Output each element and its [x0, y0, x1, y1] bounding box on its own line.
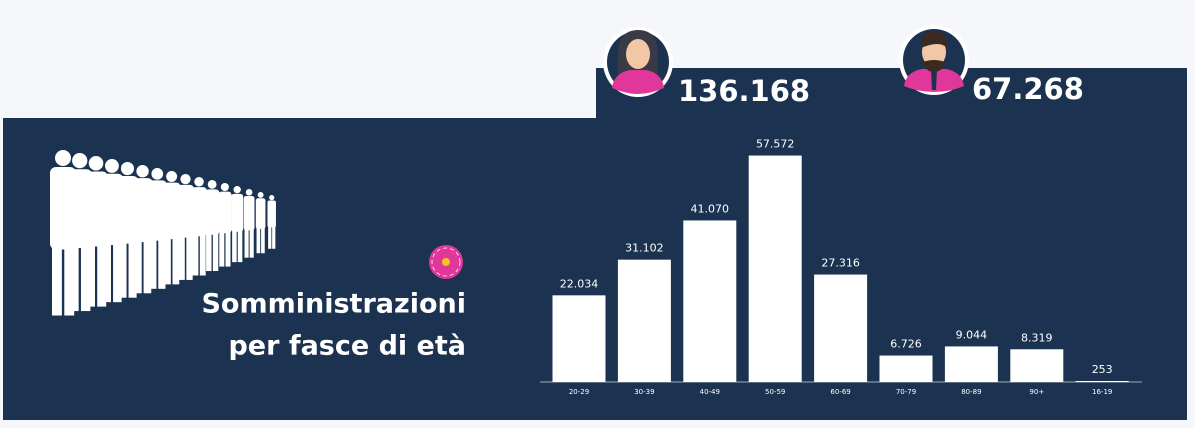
person-head [72, 153, 88, 169]
value-label: 6.726 [890, 338, 922, 351]
person-leg [69, 244, 79, 312]
x-tick-label: 20-29 [569, 388, 589, 396]
person-leg [86, 243, 96, 307]
person-leg [172, 236, 180, 285]
bar [748, 155, 802, 382]
person-leg [80, 244, 91, 312]
person-leg [249, 228, 254, 258]
x-tick-label: 70-79 [896, 388, 916, 396]
male-icon [899, 25, 969, 95]
x-tick-label: 80-89 [961, 388, 981, 396]
person-head [105, 159, 119, 173]
person-leg [225, 231, 231, 267]
person-leg [134, 239, 142, 294]
person-leg [268, 226, 272, 249]
person-leg [118, 240, 127, 298]
value-label: 27.316 [821, 257, 860, 270]
person-leg [52, 246, 62, 316]
person-leg [192, 234, 199, 276]
bar [814, 274, 868, 382]
x-tick-label: 40-49 [700, 388, 720, 396]
x-tick-label: 16-19 [1092, 388, 1112, 396]
female-total: 136.168 [678, 74, 810, 108]
person-leg [143, 239, 152, 294]
person-body [218, 191, 232, 234]
person-body [267, 200, 276, 228]
person-body [162, 182, 181, 240]
person-body [191, 187, 207, 237]
bar [552, 295, 606, 382]
person-head [233, 186, 241, 194]
person-leg [158, 238, 166, 289]
value-label: 41.070 [691, 202, 730, 215]
person-body [255, 198, 266, 229]
person-body [205, 189, 220, 235]
person-leg [128, 240, 137, 298]
x-tick-label: 30-39 [634, 388, 654, 396]
panel [3, 68, 1187, 420]
person-leg [212, 232, 219, 272]
person-leg [186, 235, 193, 280]
panel-title: Somministrazioni [201, 289, 466, 320]
person-body [132, 178, 153, 243]
male-total: 67.268 [972, 72, 1084, 106]
person-head [220, 183, 229, 192]
x-tick-label: 60-69 [830, 388, 850, 396]
person-head [120, 162, 135, 176]
value-label: 22.034 [560, 277, 599, 290]
person-leg [97, 243, 107, 307]
person-head [88, 156, 104, 171]
bar [879, 355, 933, 382]
person-head [194, 177, 204, 187]
person-head [207, 180, 217, 189]
person-head [257, 192, 264, 198]
panel-title: per fasce di età [228, 331, 466, 362]
bar [617, 259, 671, 382]
person-body [177, 184, 194, 238]
person-head [151, 168, 164, 180]
person-head [269, 195, 275, 201]
person-leg [178, 235, 185, 280]
person-body [243, 196, 255, 231]
person-body [147, 180, 167, 241]
bar [1010, 349, 1064, 382]
person-leg [261, 227, 265, 254]
x-tick-label: 50-59 [765, 388, 785, 396]
person-leg [113, 242, 122, 303]
value-label: 9.044 [956, 328, 988, 341]
value-label: 8.319 [1021, 331, 1053, 344]
person-leg [256, 227, 261, 254]
person-leg [164, 236, 171, 285]
person-leg [149, 238, 157, 289]
person-leg [199, 234, 206, 276]
person-leg [272, 226, 276, 249]
person-body [231, 193, 244, 232]
bar [683, 220, 737, 382]
person-leg [206, 232, 212, 272]
value-label: 253 [1092, 363, 1113, 376]
bar [1075, 381, 1129, 383]
person-head [166, 171, 178, 182]
x-tick-label: 90+ [1029, 388, 1044, 396]
person-leg [237, 230, 243, 263]
person-head [245, 189, 253, 196]
value-label: 31.102 [625, 242, 664, 255]
bar [944, 346, 998, 382]
person-head [180, 174, 191, 185]
female-icon [603, 27, 673, 97]
crowd-illustration [50, 150, 276, 316]
person-leg [219, 231, 225, 267]
value-label: 57.572 [756, 138, 795, 151]
person-head [55, 150, 71, 166]
person-leg [244, 228, 249, 258]
person-head [136, 165, 149, 178]
person-leg [232, 230, 237, 263]
person-leg [102, 242, 111, 303]
flower-icon [429, 245, 463, 279]
